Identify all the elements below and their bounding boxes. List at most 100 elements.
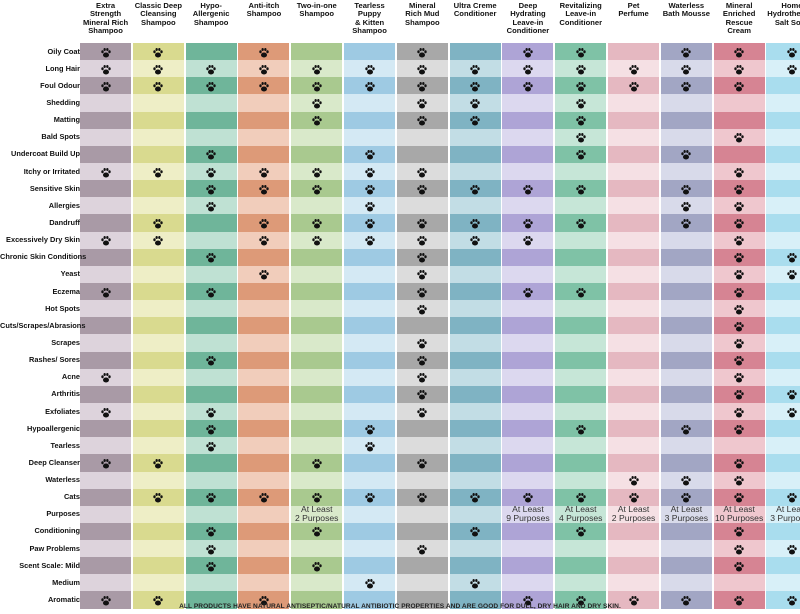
row-label-16: Cuts/Scrapes/Abrasions [0,320,86,330]
paw-print-icon [733,303,745,315]
cell-background [344,540,396,558]
cell-background [291,111,343,129]
paw-print-icon [786,63,798,75]
row-label-12: Chronic Skin Conditions [0,252,87,262]
cell-background [608,557,660,575]
paw-print-icon [311,183,323,195]
cell-background [608,351,660,369]
cell-background [344,248,396,267]
cell-background [80,180,132,198]
paw-print-icon [100,594,112,606]
cell-background [80,248,132,267]
paw-print-icon [100,80,112,92]
column-header-12: Mineral Enriched Rescue Cream [722,1,756,36]
cell-background [449,351,501,369]
paw-print-icon [100,371,112,383]
cell-background [396,128,448,147]
cell-background [238,60,290,78]
cell-background [396,300,448,318]
cell-background [132,368,184,387]
cell-background [766,300,800,318]
cell-background [396,162,448,181]
cell-background [660,420,712,438]
cell-background [660,437,712,455]
paw-print-icon [522,594,534,606]
paw-print-icon [258,80,270,92]
paw-print-icon [311,525,323,537]
paw-print-icon [364,491,376,503]
paw-print-icon [733,166,745,178]
cell-background [344,317,396,335]
paw-print-icon [258,183,270,195]
paw-print-icon [733,251,745,263]
cell-background [608,94,660,112]
cell-background [766,162,800,181]
cell-background [132,300,184,318]
cell-background [238,162,290,181]
paw-print-icon [680,423,692,435]
purposes-text: At Least 9 Purposes [506,503,550,523]
paw-print-icon [733,406,745,418]
row-label-9: Allergies [48,200,80,210]
paw-print-icon [205,423,217,435]
cell-background [449,197,501,215]
cell-background [291,197,343,215]
paw-print-icon [416,543,428,555]
cell-background [132,385,184,404]
cell-background [502,94,554,112]
paw-print-icon [205,406,217,418]
purposes-text: At Least 3 Purposes [770,503,800,523]
cell-background [80,522,132,541]
cell-background [608,454,660,472]
cell-background [344,77,396,95]
paw-print-icon [469,183,481,195]
paw-print-icon [152,234,164,246]
cell-background [132,334,184,352]
cell-background [608,231,660,249]
cell-background [449,248,501,267]
cell-background [185,540,237,558]
cell-background [713,351,765,369]
cell-background [132,162,184,181]
cell-background [766,94,800,112]
cell-background [713,420,765,438]
cell-background [132,402,184,421]
cell-background [396,471,448,489]
cell-background [555,197,607,215]
paw-print-icon [575,183,587,195]
paw-print-icon [205,491,217,503]
paw-print-icon [152,457,164,469]
paw-print-icon [733,46,745,58]
cell-background [660,591,712,609]
cell-background [766,420,800,438]
paw-print-icon [364,234,376,246]
cell-background [80,351,132,369]
paw-print-icon [205,354,217,366]
paw-print-icon [416,337,428,349]
cell-background [238,402,290,421]
paw-print-icon [680,200,692,212]
cell-background [291,522,343,541]
paw-print-icon [522,234,534,246]
cell-background [555,385,607,404]
cell-background [344,180,396,198]
purposes-text: At Least 10 Purposes [715,503,764,523]
paw-print-icon [469,80,481,92]
cell-background [555,488,607,507]
paw-print-icon [733,268,745,280]
paw-print-icon [205,251,217,263]
cell-background [766,505,800,524]
cell-background [502,505,554,524]
paw-print-icon [100,286,112,298]
cell-background [608,505,660,524]
cell-background [449,77,501,95]
paw-print-icon [469,525,481,537]
cell-background [502,214,554,232]
cell-background [449,334,501,352]
cell-background [80,454,132,472]
paw-print-icon [522,491,534,503]
cell-background [660,265,712,284]
cell-background [502,111,554,129]
paw-print-icon [469,97,481,109]
column-header-0: Extra Strength Mineral Rich Shampoo [82,1,129,36]
